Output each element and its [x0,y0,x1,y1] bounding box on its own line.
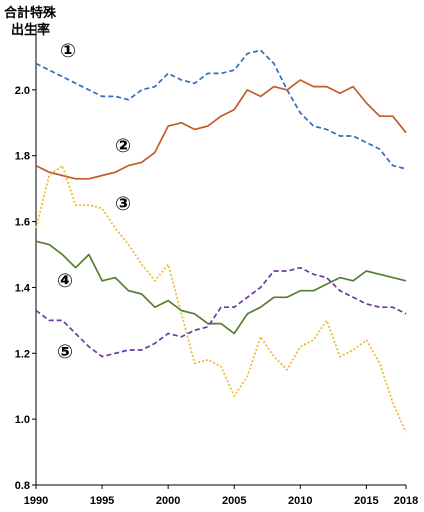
y-axis-label-line-1: 合計特殊 [4,6,57,21]
x-tick-label: 2015 [354,495,378,507]
y-tick-label: 1.8 [15,151,30,163]
series-line-3 [35,164,407,433]
y-tick-label: 2.0 [15,85,30,97]
x-tick-label: 2000 [156,495,180,507]
series-line-2 [35,79,407,180]
series-line-1 [35,49,407,170]
y-tick-label: 1.0 [15,414,30,426]
x-tick-label: 2005 [222,495,246,507]
series-marker-4: ④ [57,270,73,292]
x-tick-label: 1995 [90,495,114,507]
y-tick-label: 1.6 [15,217,30,229]
x-tick-label: 2010 [288,495,312,507]
series-marker-1: ① [60,40,76,62]
y-axis-label-line-2: 出生率 [11,23,51,38]
series-marker-3: ③ [115,193,131,215]
x-tick-label: 2018 [394,495,418,507]
x-tick-label: 1990 [24,495,48,507]
series-marker-5: ⑤ [57,341,73,363]
y-tick-label: 1.2 [15,348,30,360]
series-line-4 [35,240,407,335]
y-tick-label: 0.8 [15,480,30,492]
series-line-5 [35,266,407,358]
series-marker-2: ② [115,135,131,157]
y-tick-label: 1.4 [15,282,31,294]
